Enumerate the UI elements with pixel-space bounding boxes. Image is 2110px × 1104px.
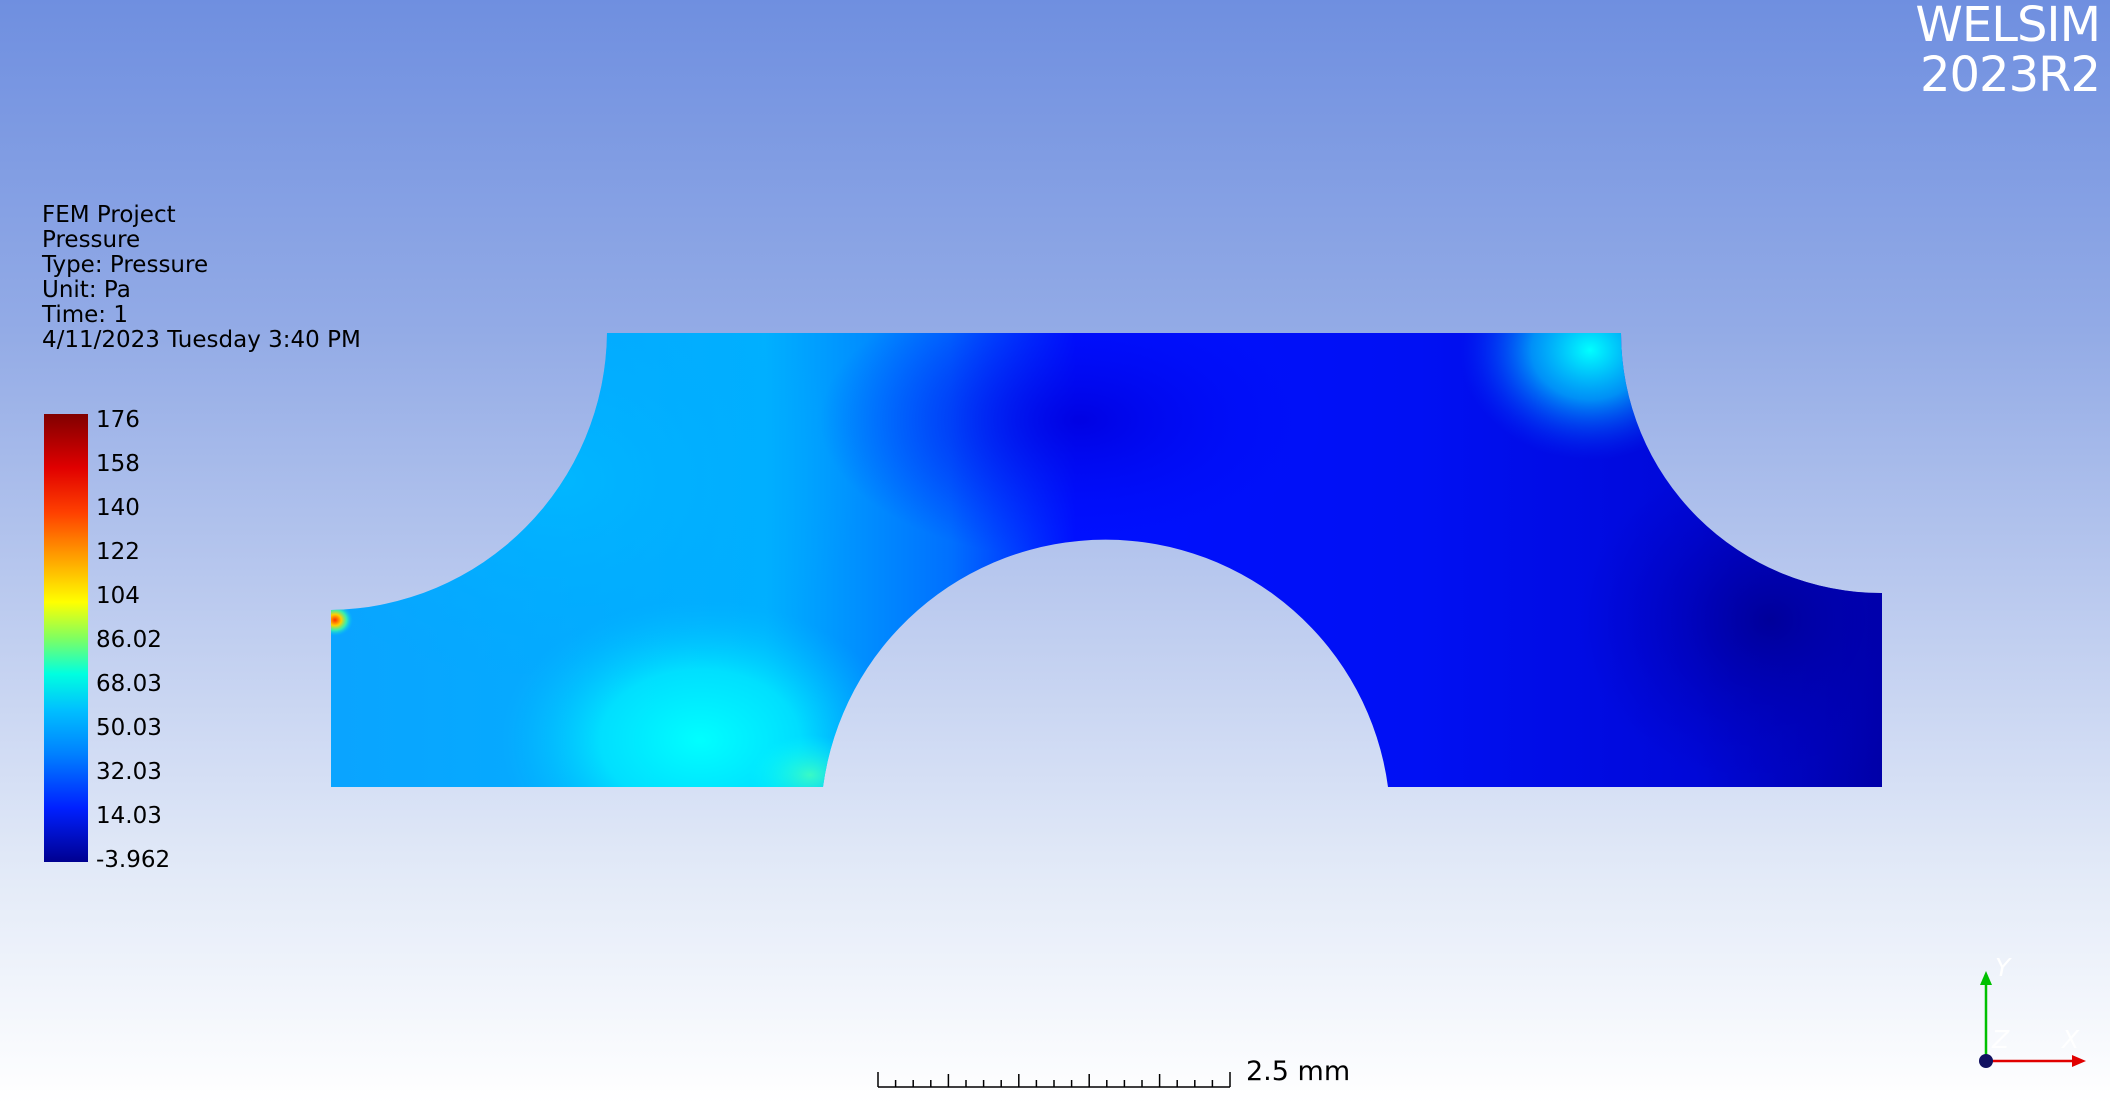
- result-timestamp: 4/11/2023 Tuesday 3:40 PM: [42, 327, 361, 353]
- legend-labels: 176 158 140 122 104 86.02 68.03 50.03 32…: [96, 0, 196, 1104]
- legend-label-1: 158: [96, 451, 140, 477]
- brand-name: WELSIM: [1915, 0, 2101, 53]
- legend-color-bar: [44, 414, 88, 862]
- scale-bar: [877, 1072, 1231, 1088]
- legend-label-6: 68.03: [96, 671, 162, 697]
- legend-label-10: -3.962: [96, 847, 171, 873]
- legend-label-7: 50.03: [96, 715, 162, 741]
- axis-triad: [1979, 971, 2086, 1068]
- legend-label-5: 86.02: [96, 627, 162, 653]
- result-name: Pressure: [42, 227, 141, 253]
- scale-bar-label: 2.5 mm: [1246, 1056, 1351, 1087]
- legend-label-9: 14.03: [96, 803, 162, 829]
- axis-x-label: X: [2062, 1025, 2080, 1054]
- legend-label-0: 176: [96, 407, 140, 433]
- legend-label-8: 32.03: [96, 759, 162, 785]
- result-time: Time: 1: [42, 302, 128, 328]
- result-unit: Unit: Pa: [42, 277, 131, 303]
- axis-z-label: Z: [1992, 1025, 2010, 1054]
- legend-label-2: 140: [96, 495, 140, 521]
- brand-version: 2023R2: [1919, 47, 2101, 103]
- axis-y-label: Y: [1995, 953, 2011, 982]
- welsim-logo-text: WELSIM 2023R2: [1915, 0, 2101, 103]
- project-name: FEM Project: [42, 202, 176, 228]
- result-type: Type: Pressure: [42, 252, 209, 278]
- legend-label-3: 122: [96, 539, 140, 565]
- pressure-contour: [331, 333, 1882, 787]
- result-info-panel: FEM Project Pressure Type: Pressure Unit…: [42, 203, 361, 353]
- legend-label-4: 104: [96, 583, 140, 609]
